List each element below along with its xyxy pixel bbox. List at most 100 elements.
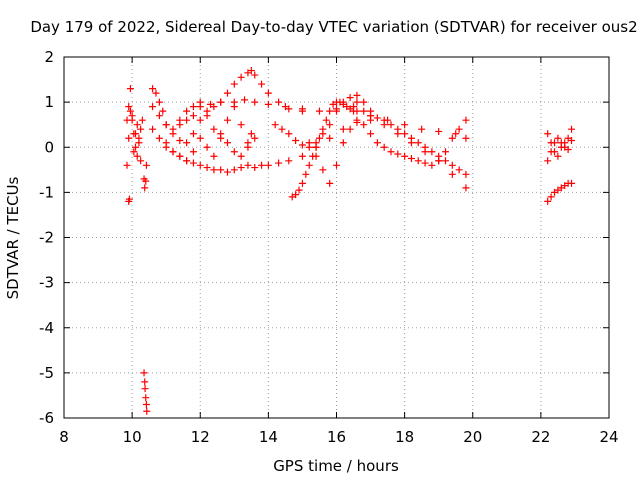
data-point [176,116,184,124]
data-point [264,89,272,97]
data-point [547,139,555,147]
data-point [230,103,238,111]
data-point [305,143,313,151]
data-point [176,136,184,144]
x-axis-label: GPS time / hours [273,457,399,475]
data-point [251,134,259,142]
x-tick-label: 8 [59,428,69,446]
data-point [189,103,197,111]
data-point [380,116,388,124]
data-point [353,91,361,99]
data-point [298,152,306,160]
series-arc-i [162,103,259,165]
data-point [339,125,347,133]
data-point [196,98,204,106]
data-point [152,89,160,97]
series-arc-p [544,130,576,160]
data-point [367,112,375,120]
x-tick-labels: 8 10 12 14 16 18 20 22 24 [59,428,618,446]
data-point [169,130,177,138]
y-tick-label: -6 [39,409,54,427]
data-point [251,164,259,172]
series-arc-q [544,179,576,205]
data-point [224,89,231,97]
data-point [149,85,157,93]
data-point [237,164,245,172]
data-point [125,103,133,111]
data-point [278,125,286,133]
x-tick-label: 18 [395,428,414,446]
data-point [123,116,131,124]
y-tick-label: -5 [39,364,54,382]
data-point [133,152,141,160]
data-point [428,161,436,169]
data-point [264,161,272,169]
data-point [448,134,456,142]
series-arc-j [176,98,255,160]
data-point [568,125,576,133]
data-point [407,134,415,142]
data-point [285,157,293,165]
data-point [339,98,347,106]
data-point [295,186,303,194]
data-point [142,400,150,408]
data-point [448,161,456,169]
data-point [183,107,191,115]
data-point [189,130,197,138]
data-point [319,166,327,174]
chart-title: Day 179 of 2022, Sidereal Day-to-day VTE… [30,18,637,36]
axis-ticks [63,56,610,419]
data-point [123,161,131,169]
data-point [373,139,381,147]
series-arc-c [125,195,133,205]
data-point [155,112,163,120]
data-point [125,134,133,142]
data-point [551,148,558,156]
data-point [258,161,266,169]
data-point [312,152,320,160]
data-point [210,103,218,111]
data-point [353,116,361,124]
data-point [326,107,334,115]
data-point [346,94,354,102]
data-point [544,197,552,205]
data-point [141,184,149,192]
data-point [322,116,330,124]
series-arc-n [353,107,470,178]
data-point [230,148,238,156]
data-point [210,152,218,160]
data-point [132,143,140,151]
data-point [442,157,449,165]
data-point [421,143,429,151]
data-point [421,159,429,167]
y-tick-label: 2 [44,48,54,66]
data-point [275,98,283,106]
data-point [442,148,449,156]
data-point [275,159,283,167]
data-point [554,152,562,160]
data-point [414,139,422,147]
data-point [315,107,323,115]
data-point [217,98,225,106]
data-point [210,166,218,174]
data-point [568,136,576,144]
data-point [462,134,470,142]
data-point [435,127,443,135]
data-point [462,170,470,178]
data-point [285,105,293,113]
data-point [333,107,340,115]
series-arc-h [149,67,306,147]
data-point [305,161,313,169]
data-point [244,139,252,147]
data-point [292,191,300,199]
x-tick-label: 24 [599,428,618,446]
data-point [360,107,368,115]
data-point [140,369,148,377]
data-point [428,148,436,156]
data-point [387,121,395,129]
data-point [149,103,157,111]
data-point [142,394,150,402]
data-point [155,134,163,142]
series-arc-b [123,85,145,165]
